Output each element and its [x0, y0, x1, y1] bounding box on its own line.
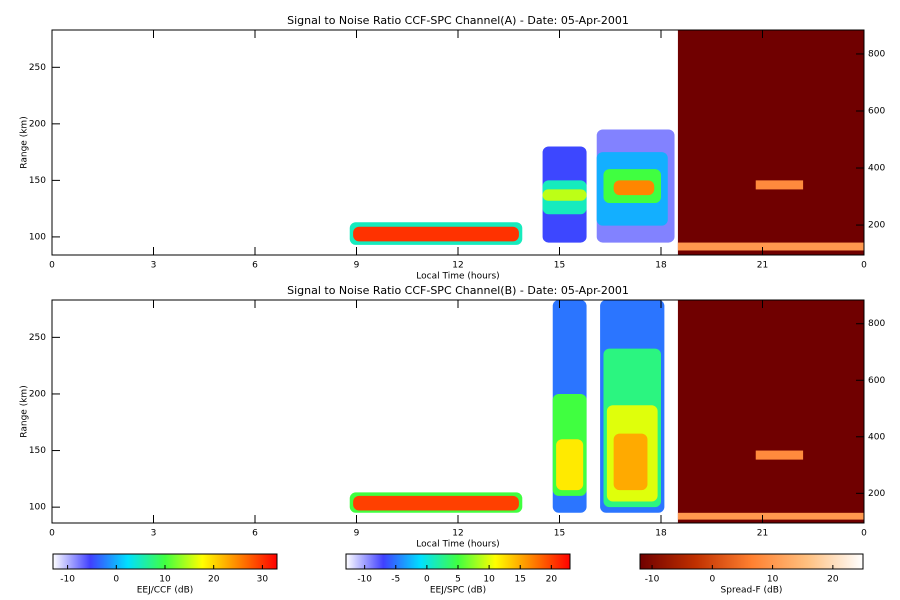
y-tick-label: 250	[29, 333, 46, 343]
y2-tick-label: 800	[868, 319, 885, 329]
x-tick-label: 9	[354, 529, 360, 539]
x-tick-label: 3	[151, 261, 157, 271]
x-tick-label: 0	[49, 529, 55, 539]
colorbar-tick-label: 5	[455, 575, 461, 585]
y2-tick-label: 600	[868, 376, 885, 386]
heat-region	[613, 180, 655, 196]
heat-region	[613, 433, 648, 491]
x-tick-label: 18	[655, 529, 667, 539]
plot-area	[349, 300, 864, 523]
colorbar-tick-label: 20	[208, 575, 220, 585]
colorbar-tick-label: 0	[113, 575, 119, 585]
heat-region	[677, 512, 864, 520]
y-tick-label: 200	[29, 389, 46, 399]
colorbar-tick-label: -10	[645, 575, 660, 585]
x-tick-label: 21	[757, 261, 768, 271]
y-axis-label: Range (km)	[20, 116, 30, 168]
colorbar-tick-label: -5	[391, 575, 400, 585]
x-tick-label: 15	[554, 529, 565, 539]
y2-tick-label: 600	[868, 106, 885, 116]
colorbar-tick-label: -10	[60, 575, 75, 585]
heat-region	[353, 495, 519, 511]
y-tick-label: 100	[29, 232, 46, 242]
colorbar-tick-label: 0	[424, 575, 430, 585]
y-axis-label: Range (km)	[20, 385, 30, 437]
x-tick-label: 3	[151, 529, 157, 539]
heat-region	[677, 30, 864, 255]
y2-tick-label: 800	[868, 49, 885, 59]
y-tick-label: 150	[29, 446, 46, 456]
colorbar-tick-label: 10	[483, 575, 495, 585]
y2-tick-label: 400	[868, 432, 885, 442]
colorbar-label: EEJ/SPC (dB)	[430, 586, 486, 596]
y2-tick-label: 200	[868, 489, 885, 499]
chart-title: Signal to Noise Ratio CCF-SPC Channel(A)…	[287, 14, 629, 27]
x-tick-label: 12	[452, 529, 463, 539]
x-tick-label: 6	[252, 529, 258, 539]
y2-tick-label: 200	[868, 221, 885, 231]
heat-region	[542, 189, 587, 201]
colorbar-tick-label: 20	[546, 575, 558, 585]
x-tick-label: 6	[252, 261, 258, 271]
y2-tick-label: 400	[868, 164, 885, 174]
y-tick-label: 250	[29, 63, 46, 73]
x-tick-label: 15	[554, 261, 565, 271]
x-tick-label: 0	[861, 261, 867, 271]
x-tick-label: 12	[452, 261, 463, 271]
heat-region	[353, 226, 519, 242]
x-tick-label: 0	[49, 261, 55, 271]
x-axis-label: Local Time (hours)	[416, 540, 499, 550]
chart-title: Signal to Noise Ratio CCF-SPC Channel(B)…	[287, 284, 629, 297]
colorbar	[639, 553, 864, 570]
x-tick-label: 21	[757, 529, 768, 539]
heat-region	[755, 180, 804, 190]
y-tick-label: 200	[29, 119, 46, 129]
colorbar-tick-label: 10	[159, 575, 171, 585]
plot-area	[349, 30, 864, 255]
colorbar-label: EEJ/CCF (dB)	[137, 586, 194, 596]
heat-region	[556, 439, 584, 491]
x-tick-label: 9	[354, 261, 360, 271]
y-tick-label: 150	[29, 176, 46, 186]
colorbar-tick-label: 10	[767, 575, 779, 585]
colorbar-tick-label: 15	[514, 575, 525, 585]
y-tick-label: 100	[29, 503, 46, 513]
colorbar-tick-label: 30	[257, 575, 269, 585]
heat-region	[755, 450, 804, 460]
colorbar-label: Spread-F (dB)	[721, 586, 783, 596]
colorbar-tick-label: -10	[357, 575, 372, 585]
heat-region	[677, 300, 864, 523]
colorbar-tick-label: 20	[827, 575, 839, 585]
colorbar-tick-label: 0	[709, 575, 715, 585]
heat-region	[677, 242, 864, 251]
x-tick-label: 0	[861, 529, 867, 539]
x-axis-label: Local Time (hours)	[416, 272, 499, 282]
x-tick-label: 18	[655, 261, 667, 271]
